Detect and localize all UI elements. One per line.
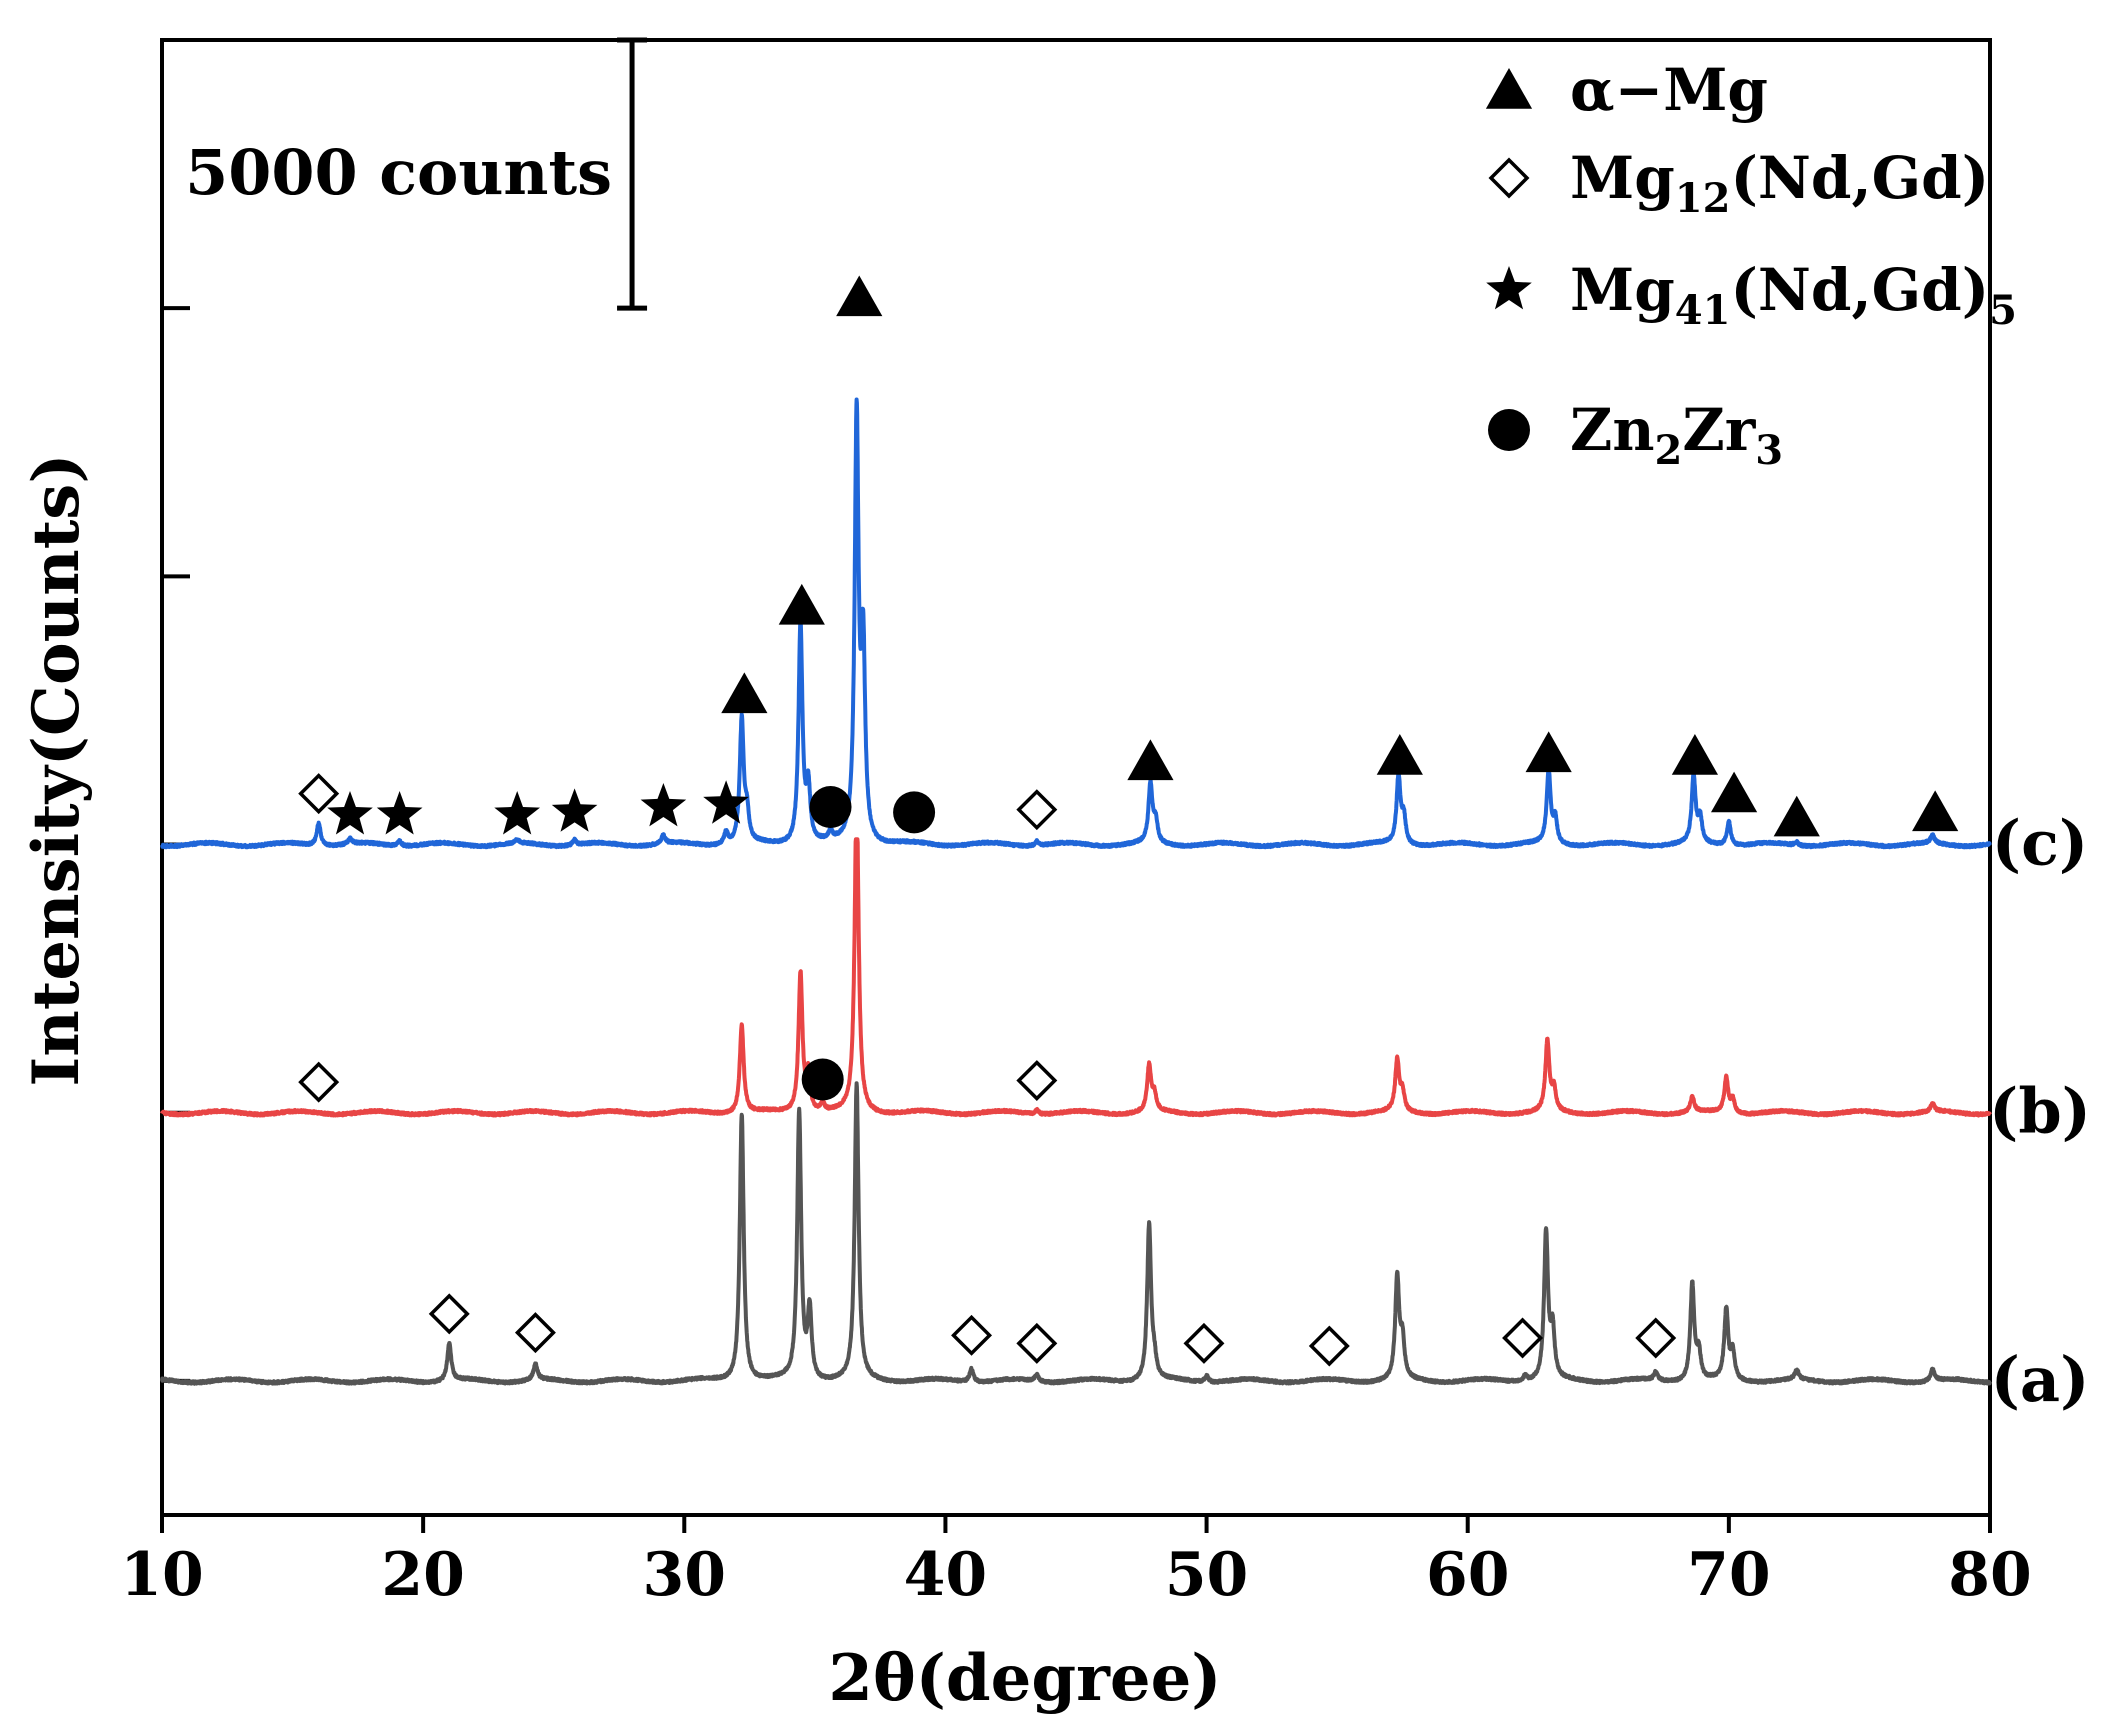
series-line-a [160,1081,1992,1386]
x-tick-label: 50 [1165,1540,1249,1610]
marker-triangle [1671,734,1719,775]
series-label: (c) [1992,807,2088,880]
series-line-c [160,397,1992,850]
marker-triangle [1376,734,1423,775]
legend-label: Mg12(Nd,Gd) [1570,144,1989,222]
marker-triangle [836,275,883,317]
marker-diamond [1635,1317,1677,1359]
marker-star [494,791,540,835]
marker-circle [1488,409,1530,451]
marker-triangle [1773,795,1820,837]
marker-diamond [1183,1322,1225,1364]
x-tick-label: 60 [1426,1540,1510,1610]
marker-diamond [514,1312,556,1354]
marker-diamond [428,1293,470,1335]
phase-markers [298,275,1959,1367]
marker-triangle [1710,771,1758,813]
marker-star [703,780,749,824]
marker-diamond [298,1061,340,1103]
axes: 10 20 30 40 50 60 70 80 [120,38,2032,1610]
x-tick-label: 40 [904,1540,988,1610]
plot-frame [160,38,1992,1517]
marker-diamond [1016,789,1058,831]
legend-label: α−Mg [1570,56,1768,124]
scale-bar-label: 5000 counts [185,136,612,209]
marker-diamond [951,1314,993,1356]
marker-diamond [1502,1317,1544,1359]
marker-circle [893,791,936,834]
legend-label: Mg41(Nd,Gd)5 [1570,256,2017,334]
x-tick-label: 20 [381,1540,465,1610]
legend-label: Zn2Zr3 [1570,396,1783,474]
x-axis-title: 2θ(degree) [828,1641,1221,1716]
x-tick-label: 70 [1687,1540,1771,1610]
marker-diamond [1488,157,1530,199]
series-label: (b) [1989,1075,2091,1148]
marker-triangle [1127,739,1174,781]
marker-diamond [1308,1325,1350,1367]
marker-triangle [1912,790,1959,832]
legend: α−Mg Mg12(Nd,Gd) Mg41(Nd,Gd)5 Zn2Zr3 [1485,56,2017,474]
marker-diamond [298,773,340,815]
marker-circle [809,786,852,828]
marker-diamond [1016,1322,1058,1364]
y-axis-title: Intensity(Counts) [19,453,94,1086]
marker-circle [801,1058,844,1101]
x-tick-label: 80 [1948,1540,2032,1610]
scale-bar: 5000 counts [185,37,648,311]
x-tick-label: 30 [643,1540,727,1610]
marker-triangle [1485,68,1533,109]
series-group: (a) (b) (c) [160,397,2091,1416]
marker-star [1486,266,1532,310]
series-label: (a) [1991,1343,2090,1416]
x-tick-label: 10 [120,1540,204,1610]
marker-diamond [1016,1060,1058,1102]
marker-triangle [721,672,768,714]
series-line-b [160,837,1992,1118]
marker-triangle [1525,731,1572,773]
marker-triangle [778,583,825,625]
marker-star [551,788,598,832]
marker-star [376,791,423,835]
marker-star [640,783,687,827]
marker-star [327,791,373,835]
